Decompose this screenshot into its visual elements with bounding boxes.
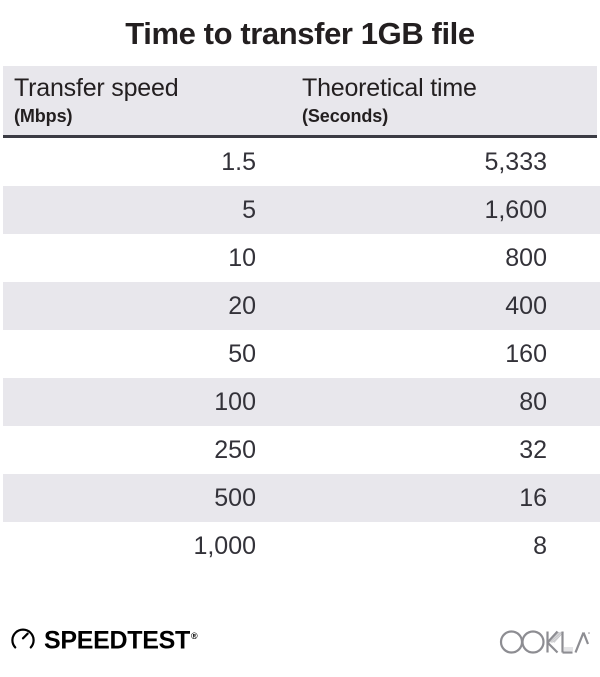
- cell-transfer-speed: 250: [214, 435, 256, 464]
- column-header-theoretical-time: Theoretical time (Seconds): [291, 73, 591, 129]
- footer: SPEEDTEST®: [0, 605, 600, 677]
- page-title: Time to transfer 1GB file: [125, 16, 475, 51]
- table-row: 1.5 5,333: [3, 138, 600, 186]
- cell-transfer-speed: 1.5: [221, 147, 256, 176]
- table-body: 1.5 5,333 5 1,600 10 800 20 400 50 160 1…: [0, 138, 600, 570]
- speedtest-trademark-symbol: ®: [190, 631, 198, 641]
- table-header-row: Transfer speed (Mbps) Theoretical time (…: [3, 66, 597, 135]
- column-header-transfer-speed-title: Transfer speed: [14, 74, 179, 102]
- cell-transfer-speed: 1,000: [193, 531, 256, 560]
- data-table: Transfer speed (Mbps) Theoretical time (…: [0, 66, 600, 570]
- gauge-icon: [11, 628, 35, 649]
- table-row: 100 80: [3, 378, 600, 426]
- cell-transfer-speed: 5: [242, 195, 256, 224]
- header-divider: [3, 135, 597, 138]
- cell-theoretical-time: 16: [519, 483, 547, 512]
- cell-transfer-speed: 50: [228, 339, 256, 368]
- table-row: 50 160: [3, 330, 600, 378]
- cell-theoretical-time: 8: [533, 531, 547, 560]
- cell-theoretical-time: 5,333: [484, 147, 547, 176]
- table-row: 250 32: [3, 426, 600, 474]
- table-row: 10 800: [3, 234, 600, 282]
- cell-transfer-speed: 100: [214, 387, 256, 416]
- ookla-logo: [499, 630, 590, 654]
- table-row: 20 400: [3, 282, 600, 330]
- speedtest-wordmark-text: SPEEDTEST: [44, 626, 190, 655]
- cell-transfer-speed: 500: [214, 483, 256, 512]
- column-header-theoretical-time-unit: (Seconds): [302, 106, 389, 126]
- column-header-transfer-speed-unit: (Mbps): [14, 106, 73, 126]
- cell-theoretical-time: 800: [505, 243, 547, 272]
- column-header-transfer-speed: Transfer speed (Mbps): [3, 73, 291, 129]
- cell-theoretical-time: 80: [519, 387, 547, 416]
- cell-transfer-speed: 10: [228, 243, 256, 272]
- speedtest-wordmark: SPEEDTEST®: [44, 623, 198, 655]
- table-row: 1,000 8: [3, 522, 600, 570]
- cell-theoretical-time: 400: [505, 291, 547, 320]
- speedtest-logo: SPEEDTEST®: [10, 623, 198, 655]
- cell-theoretical-time: 1,600: [484, 195, 547, 224]
- cell-transfer-speed: 20: [228, 291, 256, 320]
- cell-theoretical-time: 32: [519, 435, 547, 464]
- cell-theoretical-time: 160: [505, 339, 547, 368]
- table-row: 500 16: [3, 474, 600, 522]
- column-header-theoretical-time-title: Theoretical time: [302, 74, 477, 102]
- table-row: 5 1,600: [3, 186, 600, 234]
